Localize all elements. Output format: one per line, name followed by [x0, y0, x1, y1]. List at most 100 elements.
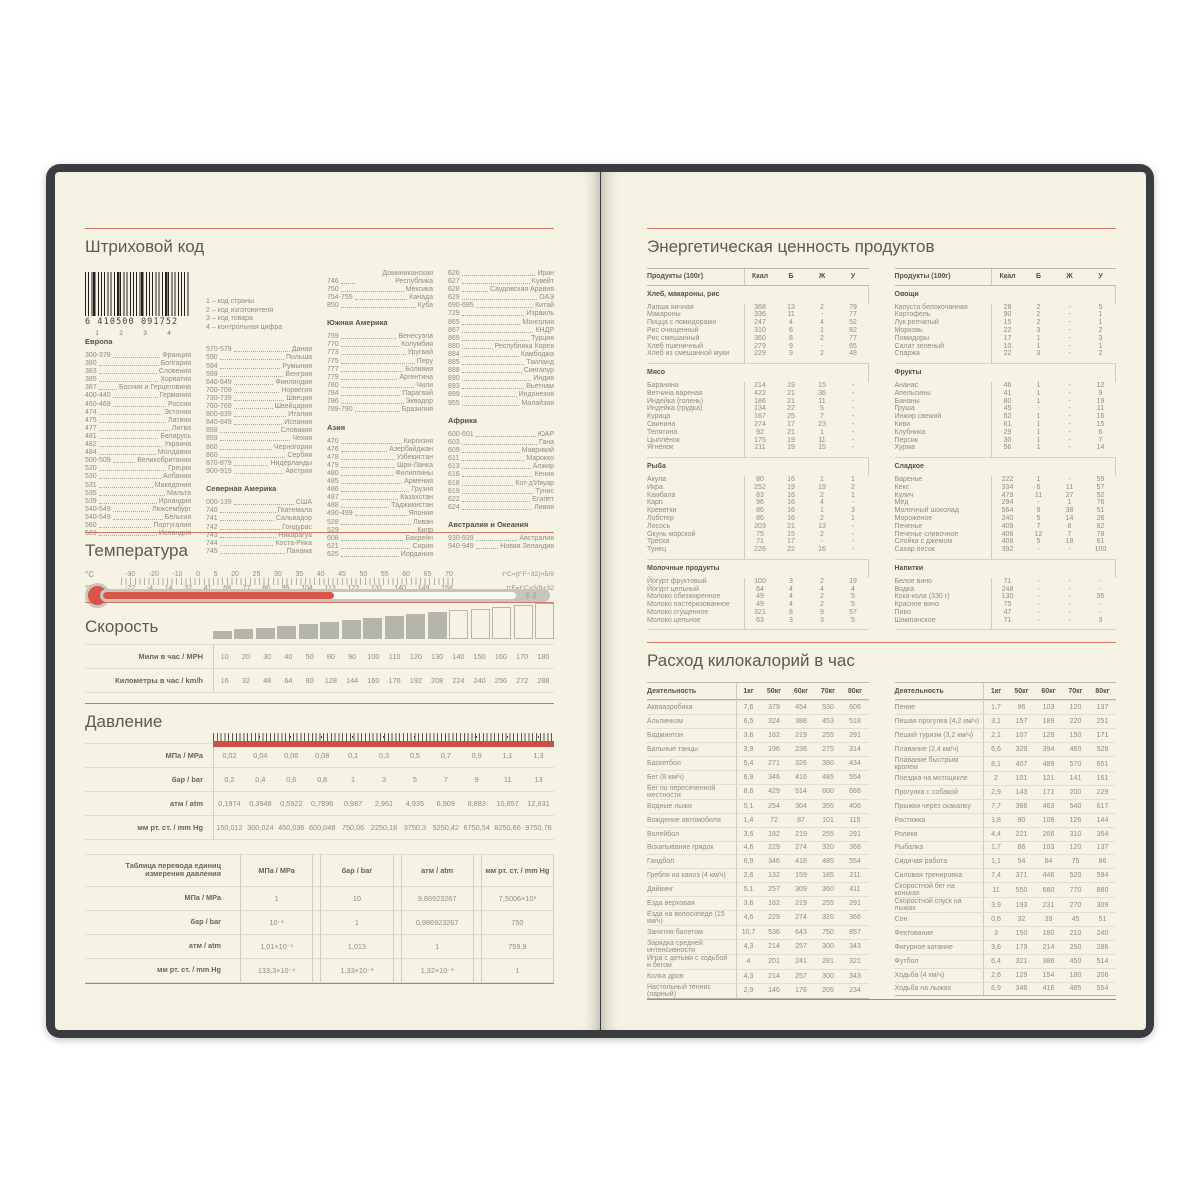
activity-value: 234: [849, 987, 861, 995]
food-item-values: 22 3-2: [991, 326, 1116, 335]
food-section-row: Хлеб, макароны, рис: [647, 285, 869, 304]
dots-leader: [461, 355, 519, 357]
food-item-name: Ветчина вареная: [647, 389, 703, 397]
country-code: 590: [206, 354, 218, 362]
food-item-values: 336 11-77: [743, 311, 869, 320]
food-item-name: Цыплёнок: [647, 436, 680, 444]
value-row: атм / atm 0,1974 0,3948 0,5922 0,7896 0,987 2,…: [85, 790, 554, 815]
country-name: Дания: [291, 346, 312, 354]
food-section-name: Хлеб, макароны, рис: [647, 290, 720, 298]
activity-values: 7,4 371 446 520 594: [983, 869, 1116, 883]
food-item-value: 14: [1096, 444, 1105, 452]
country-code: 786: [327, 398, 339, 406]
fahrenheit-tick: 140: [394, 585, 406, 592]
food-item-value: 71: [756, 538, 764, 546]
country-code: 380: [85, 360, 97, 368]
activity-value: 75: [1071, 858, 1080, 866]
food-item-value: -: [1068, 334, 1071, 342]
row-label: атм / atm: [170, 798, 203, 808]
food-item-value: 52: [849, 319, 857, 327]
region-header: Африка: [448, 416, 478, 425]
activity-value: 214: [768, 943, 780, 951]
row-label: мм рт. ст. / mm Hg: [137, 822, 203, 832]
food-item-values: 86 16 1 3: [743, 507, 869, 515]
country-code: 387: [85, 384, 97, 392]
activity-value: 87: [797, 816, 805, 824]
country-code-row: 754-755 Канада: [327, 294, 433, 302]
activity-value: 103: [1042, 704, 1055, 712]
country-code: 850: [327, 301, 339, 309]
dots-leader: [461, 452, 520, 454]
food-item-row: Инжир свежий 62 1-16: [895, 413, 1117, 421]
food-item-values: 46 1-12: [991, 381, 1116, 390]
activity-values: 8,1 407 489 570 651: [983, 757, 1116, 772]
food-item-value: 1: [1036, 475, 1041, 483]
activity-value: 3,9: [991, 901, 1001, 909]
fahrenheit-tick: 158: [441, 585, 453, 592]
activity-value: 101: [822, 816, 834, 824]
food-item-row: Апельсины 41 1-9: [895, 389, 1117, 398]
value-cell: 208: [431, 676, 444, 686]
food-item-value: 75: [1003, 601, 1012, 609]
food-item-value: 294: [1001, 499, 1014, 507]
activity-value: 651: [1096, 760, 1109, 768]
activity-value: 161: [1096, 774, 1109, 782]
food-item-value: 226: [754, 546, 766, 554]
region-header: Северная Америка: [206, 484, 277, 494]
food-item-row: Морковь 22 3-2: [894, 326, 1117, 335]
food-item-value: 3: [851, 507, 855, 515]
country-code: 475: [85, 416, 97, 424]
food-item-value: 3: [1098, 616, 1103, 624]
dots-leader: [112, 357, 161, 358]
country-code-row: 460-469 Россия: [85, 401, 191, 409]
food-item-value: 64: [756, 585, 764, 593]
dots-leader: [219, 536, 277, 538]
country-code: 600-601: [448, 431, 474, 438]
food-item-value: 2: [820, 530, 824, 538]
food-item-values: 49 4 2 5: [743, 593, 869, 602]
activity-value: 108: [1042, 816, 1055, 824]
country-code: 700-709: [206, 386, 232, 394]
value-cell: 288: [537, 676, 550, 686]
value-cell: 272: [516, 676, 529, 686]
activity-value: 240: [1096, 930, 1109, 937]
country-code-row: 745 Панама: [206, 548, 312, 556]
activity-value: 189: [1042, 718, 1055, 726]
food-item-values: 175 19 11-: [743, 436, 869, 445]
dots-leader: [461, 323, 521, 325]
food-item-value: 360: [754, 334, 766, 342]
food-item-values: 222 1-59: [991, 475, 1116, 484]
country-name: Россия: [168, 400, 191, 408]
value-cell: 160: [494, 652, 507, 662]
food-item-name: Хлеб пшеничный: [647, 342, 704, 350]
food-item-values: 28 2-5: [991, 303, 1116, 312]
food-item-value: 211: [754, 444, 766, 452]
major-tick: [413, 736, 416, 738]
activity-value: 310: [1069, 830, 1082, 838]
country-code-row: 590 Польша: [206, 354, 312, 362]
country-code: 899: [448, 391, 460, 399]
country-code-row: 888 Сингапур: [448, 367, 554, 375]
country-code: 608: [327, 534, 339, 542]
activity-value: 453: [822, 718, 834, 726]
activity-value: 4,4: [991, 830, 1001, 838]
food-item-value: 19: [1096, 397, 1105, 405]
food-item-value: 16: [787, 475, 795, 483]
fahrenheit-tick: 14: [165, 585, 173, 592]
activity-value: 231: [1042, 901, 1055, 909]
major-tick: [227, 736, 230, 738]
activity-values: 4,4 221 266 310 354: [983, 827, 1116, 841]
activity-values: 2,1 107 129 150 171: [983, 729, 1116, 743]
barcode-legend-line: 2 – код изготовителя: [206, 306, 274, 314]
country-code: 535: [85, 489, 97, 497]
activity-value: 39: [1044, 916, 1053, 924]
food-item-name: Морковь: [894, 326, 923, 334]
food-item-value: 28: [1003, 303, 1012, 311]
pressure-conversion-table: Таблица перевода единиц измерения давлен…: [85, 853, 554, 983]
speed-table: Мили в час / MPH 10 20 30 40 50 80 90 100 110 120 1…: [85, 644, 554, 694]
dots-leader: [340, 306, 416, 308]
food-header-col: Ж: [1066, 273, 1073, 280]
activity-values: 11 550 660 770 880: [983, 883, 1116, 898]
country-code-row: 885 Таиланд: [448, 359, 554, 367]
activity-value: 90: [1017, 816, 1026, 824]
